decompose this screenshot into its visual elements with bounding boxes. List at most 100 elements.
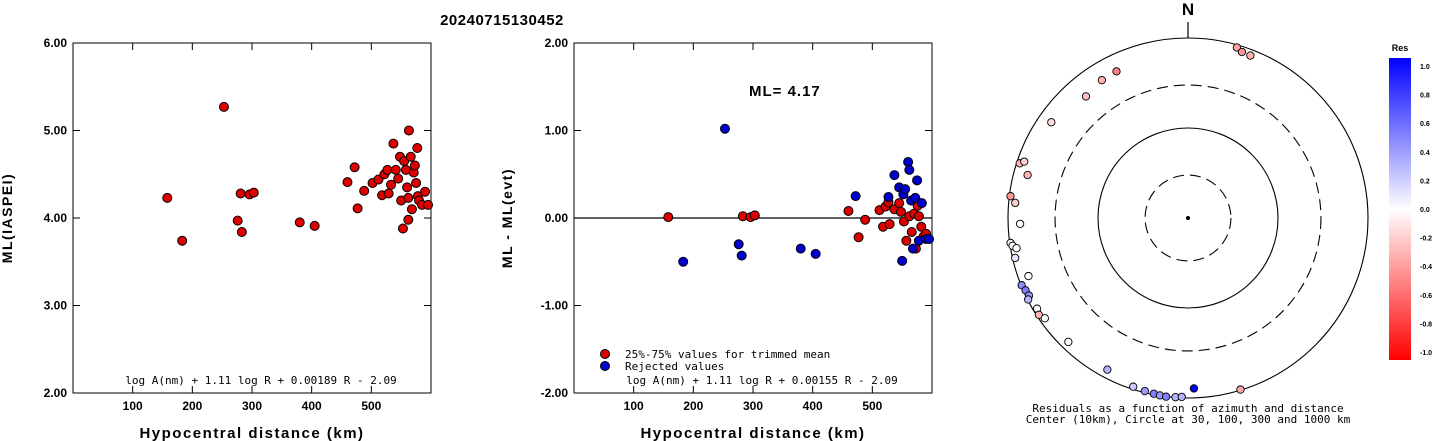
chart1-xlabel: Hypocentral distance (km) [139,425,364,441]
data-point [406,204,417,215]
y-tick-label: 2.00 [44,386,68,400]
residual-colorbar: Res 1.0 0.8 0.6 0.4 0.2 0.0 -0.2 -0.4 -0.6 -0.8 -1… [1389,43,1432,360]
distance-ring [1007,37,1369,399]
data-point [352,203,363,214]
data-point [403,214,414,225]
north-label: N [1182,0,1194,19]
station-point [1236,385,1245,394]
colorbar-label: 1.0 [1420,64,1430,71]
colorbar-label: -1.0 [1420,350,1432,357]
ml-value-annotation: ML= 4.17 [749,83,821,100]
data-point [177,235,188,246]
station-point [1140,386,1149,396]
station-point [1097,75,1107,85]
chart1-y-axis: 2.00 3.00 4.00 5.00 6.00 [44,36,431,400]
data-point [916,198,927,209]
azimuth-residual-plot: N Residuals as a function of azimuth and… [1006,0,1369,426]
chart1-x-axis: 100 200 300 400 500 [123,43,382,413]
legend-label-rejected: Rejected values [625,360,724,373]
station-residual-points [1006,43,1255,402]
station-point [1024,271,1033,281]
data-point [218,101,229,112]
data-point [883,192,894,202]
colorbar-label: 0.8 [1420,93,1430,100]
residual-vs-distance-chart: -2.00 -1.00 0.00 1.00 2.00 100 200 300 400 500 M… [499,36,935,441]
colorbar-label: -0.4 [1420,264,1432,271]
colorbar-label: -0.6 [1420,293,1432,300]
data-point [736,250,747,261]
y-tick-label: -1.00 [541,299,569,313]
data-point [719,123,730,134]
data-point [236,227,247,237]
data-point [349,162,360,173]
station-point [1064,337,1073,347]
station-point [1023,295,1033,304]
station-point [1161,392,1171,401]
colorbar-label: 0.0 [1420,207,1430,214]
colorbar-label: 0.4 [1420,150,1430,157]
data-point [900,184,911,195]
data-point [912,175,923,186]
data-point [853,232,864,243]
data-point [678,256,689,267]
station-point [1112,67,1121,76]
chart2-formula: log A(nm) + 1.11 log R + 0.00155 R - 2.0… [626,374,898,387]
data-point [388,138,399,149]
data-point [860,214,871,225]
data-point [895,206,906,217]
polar-caption-line1: Residuals as a function of azimuth and d… [1032,402,1343,415]
chart1-ylabel: ML(IASPEI) [0,173,15,263]
data-point [359,185,370,196]
data-point [390,164,401,175]
station-point [1040,314,1049,323]
data-point [733,239,744,250]
y-tick-label: 6.00 [44,36,68,50]
y-tick-label: 1.00 [545,124,569,138]
legend-label-trimmed-mean: 25%-75% values for trimmed mean [625,348,830,361]
data-point [411,178,422,188]
data-point [383,188,394,199]
data-point [382,164,393,175]
station-point [1189,384,1199,393]
x-tick-label: 200 [683,399,703,413]
colorbar-label: 0.6 [1420,121,1430,128]
colorbar-label: -0.8 [1420,321,1432,328]
figure-title: 20240715130452 [440,12,564,29]
chart2-y-axis: -2.00 -1.00 0.00 1.00 2.00 [541,36,932,400]
data-point [907,243,918,254]
data-point [403,192,414,203]
data-point [342,177,353,188]
data-point [294,217,305,228]
data-point [913,211,924,222]
data-point [232,215,243,226]
chart2-xlabel: Hypocentral distance (km) [640,425,865,441]
data-point [235,188,246,199]
station-point [1081,92,1091,101]
data-point [386,179,397,190]
x-tick-label: 100 [123,399,143,413]
colorbar-labels: 1.0 0.8 0.6 0.4 0.2 0.0 -0.2 -0.4 -0.6 -0.8 -1.0 [1420,64,1432,357]
data-point [393,173,404,184]
data-point [884,219,895,230]
y-tick-label: 2.00 [545,36,569,50]
chart2-ylabel: ML - ML(evt) [499,168,515,268]
ml-vs-distance-chart: 2.00 3.00 4.00 5.00 6.00 100 200 300 400 500 ML(… [0,36,434,441]
data-point [749,210,760,221]
x-tick-label: 300 [743,399,763,413]
station-point [1177,392,1186,402]
y-tick-label: -2.00 [541,386,569,400]
data-point [894,198,905,209]
station-point [1237,47,1247,57]
distance-rings [1007,37,1369,399]
x-tick-label: 400 [302,399,322,413]
data-point [309,220,320,231]
y-tick-label: 0.00 [545,211,569,225]
colorbar-title: Res [1392,43,1409,53]
data-point [906,227,917,237]
station-point [1011,253,1020,263]
data-point [850,191,861,202]
polar-caption-line2: Center (10km), Circle at 30, 100, 300 an… [1026,413,1351,426]
x-tick-label: 300 [242,399,262,413]
x-tick-label: 500 [361,399,381,413]
